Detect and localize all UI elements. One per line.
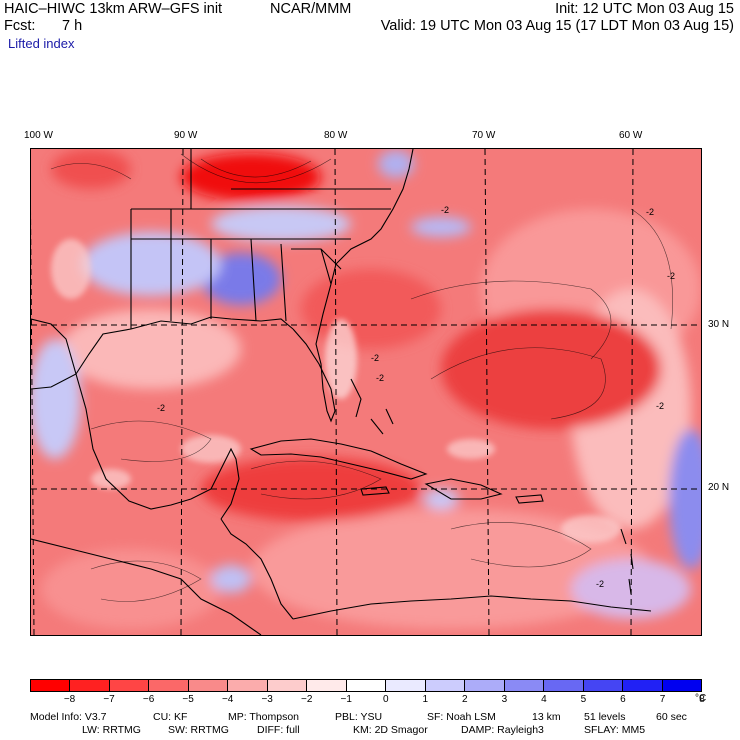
colorbar-tick-label: 0 [382,694,389,705]
forecast-hour: 7 h [62,18,83,34]
colorbar-tick-label: −6 [142,694,155,705]
lifted-index-map: -2 -2 -2 -2 -2 -2 -2 -2 [29,148,713,636]
lon-label-70w: 70 W [472,130,496,141]
colorbar-tick-label: 3 [501,694,508,705]
lon-label-90w: 90 W [174,130,198,141]
colorbar-swatch [583,680,624,691]
init-time: Init: 12 UTC Mon 03 Aug 15 [555,1,734,17]
colorbar-swatch [307,680,347,691]
colorbar-tick-label: −8 [63,694,76,705]
colorbar-tick-label: −4 [221,694,234,705]
colorbar-tick-label: 4 [541,694,547,705]
colorbar-swatch [70,680,110,691]
contour-label: -2 [157,403,165,413]
contour-label: -2 [596,579,604,589]
contour-label: -2 [646,207,654,217]
source-label: NCAR/MMM [270,1,352,17]
model-info-cu: CU: KF [153,711,188,723]
colorbar-swatch [425,680,466,691]
contour-label: -2 [667,271,675,281]
colorbar-swatch [188,680,229,691]
colorbar-swatch [662,680,701,691]
colorbar-tick-label: 8 [699,694,705,705]
colorbar-tick-label: 5 [580,694,587,705]
model-info-res: 13 km [532,711,561,723]
model-info-mp: MP: Thompson [228,711,300,723]
colorbar-tick-label: 2 [462,694,468,705]
model-info-levels: 51 levels [584,711,626,723]
colorbar-swatch [346,680,387,691]
map-svg: -2 -2 -2 -2 -2 -2 -2 -2 [29,148,713,636]
colorbar-tick-label: 7 [659,694,666,705]
colorbar-tick-label: −2 [301,694,313,705]
colorbar [30,679,702,692]
colorbar-swatch [109,680,150,691]
colorbar-swatch [544,680,584,691]
contour-label: -2 [656,401,664,411]
model-info-sf: SF: Noah LSM [427,711,496,723]
forecast-label: Fcst: [4,18,36,34]
contour-label: -2 [371,353,379,363]
colorbar-tick-label: −7 [103,694,115,705]
contour-lines [50,153,673,602]
contour-label: -2 [441,205,449,215]
model-info-pbl: PBL: YSU [335,711,383,723]
model-info-sflay: SFLAY: MM5 [584,724,646,736]
colorbar-tick-label: 6 [620,694,626,705]
colorbar-tick-label: −5 [182,694,194,705]
field-name: Lifted index [8,36,75,51]
colorbar-swatch [504,680,545,691]
lat-label-20n: 20 N [708,482,730,493]
model-info-model: Model Info: V3.7 [30,711,107,723]
colorbar-unit: °C [695,693,707,704]
contour-label-group: -2 -2 -2 -2 -2 -2 -2 -2 [157,205,675,589]
model-info-damp: DAMP: Rayleigh3 [461,724,544,736]
valid-time: Valid: 19 UTC Mon 03 Aug 15 (17 LDT Mon … [380,18,734,34]
lon-label-60w: 60 W [619,130,643,141]
colorbar-swatch [228,680,268,691]
model-info-km: KM: 2D Smagor [353,724,428,736]
model-info-diff: DIFF: full [257,724,300,736]
colorbar-tick-label: 1 [422,694,429,705]
model-info-sw: SW: RRTMG [168,724,229,736]
field-detail [51,239,621,543]
colorbar-swatch [623,680,663,691]
coastlines [30,148,652,636]
colorbar-swatch [386,680,426,691]
chart-title: HAIC–HIWC 13km ARW–GFS init [4,1,223,17]
colorbar-tick-label: −1 [340,694,352,705]
contour-label: -2 [376,373,384,383]
latlon-grid [29,148,701,636]
colorbar-swatch [267,680,308,691]
lon-label-80w: 80 W [324,130,348,141]
colorbar-tick-label: −3 [261,694,273,705]
colorbar-swatch [31,680,71,691]
colorbar-swatch [149,680,189,691]
lat-label-30n: 30 N [708,319,730,330]
model-info-lw: LW: RRTMG [82,724,141,736]
model-info-dt: 60 sec [656,711,687,723]
colorbar-swatch [465,680,505,691]
lon-label-100w: 100 W [24,130,53,141]
